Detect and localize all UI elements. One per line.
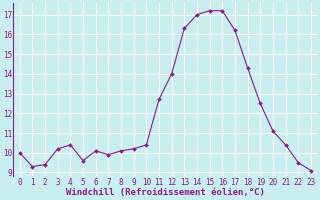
X-axis label: Windchill (Refroidissement éolien,°C): Windchill (Refroidissement éolien,°C) xyxy=(66,188,265,197)
